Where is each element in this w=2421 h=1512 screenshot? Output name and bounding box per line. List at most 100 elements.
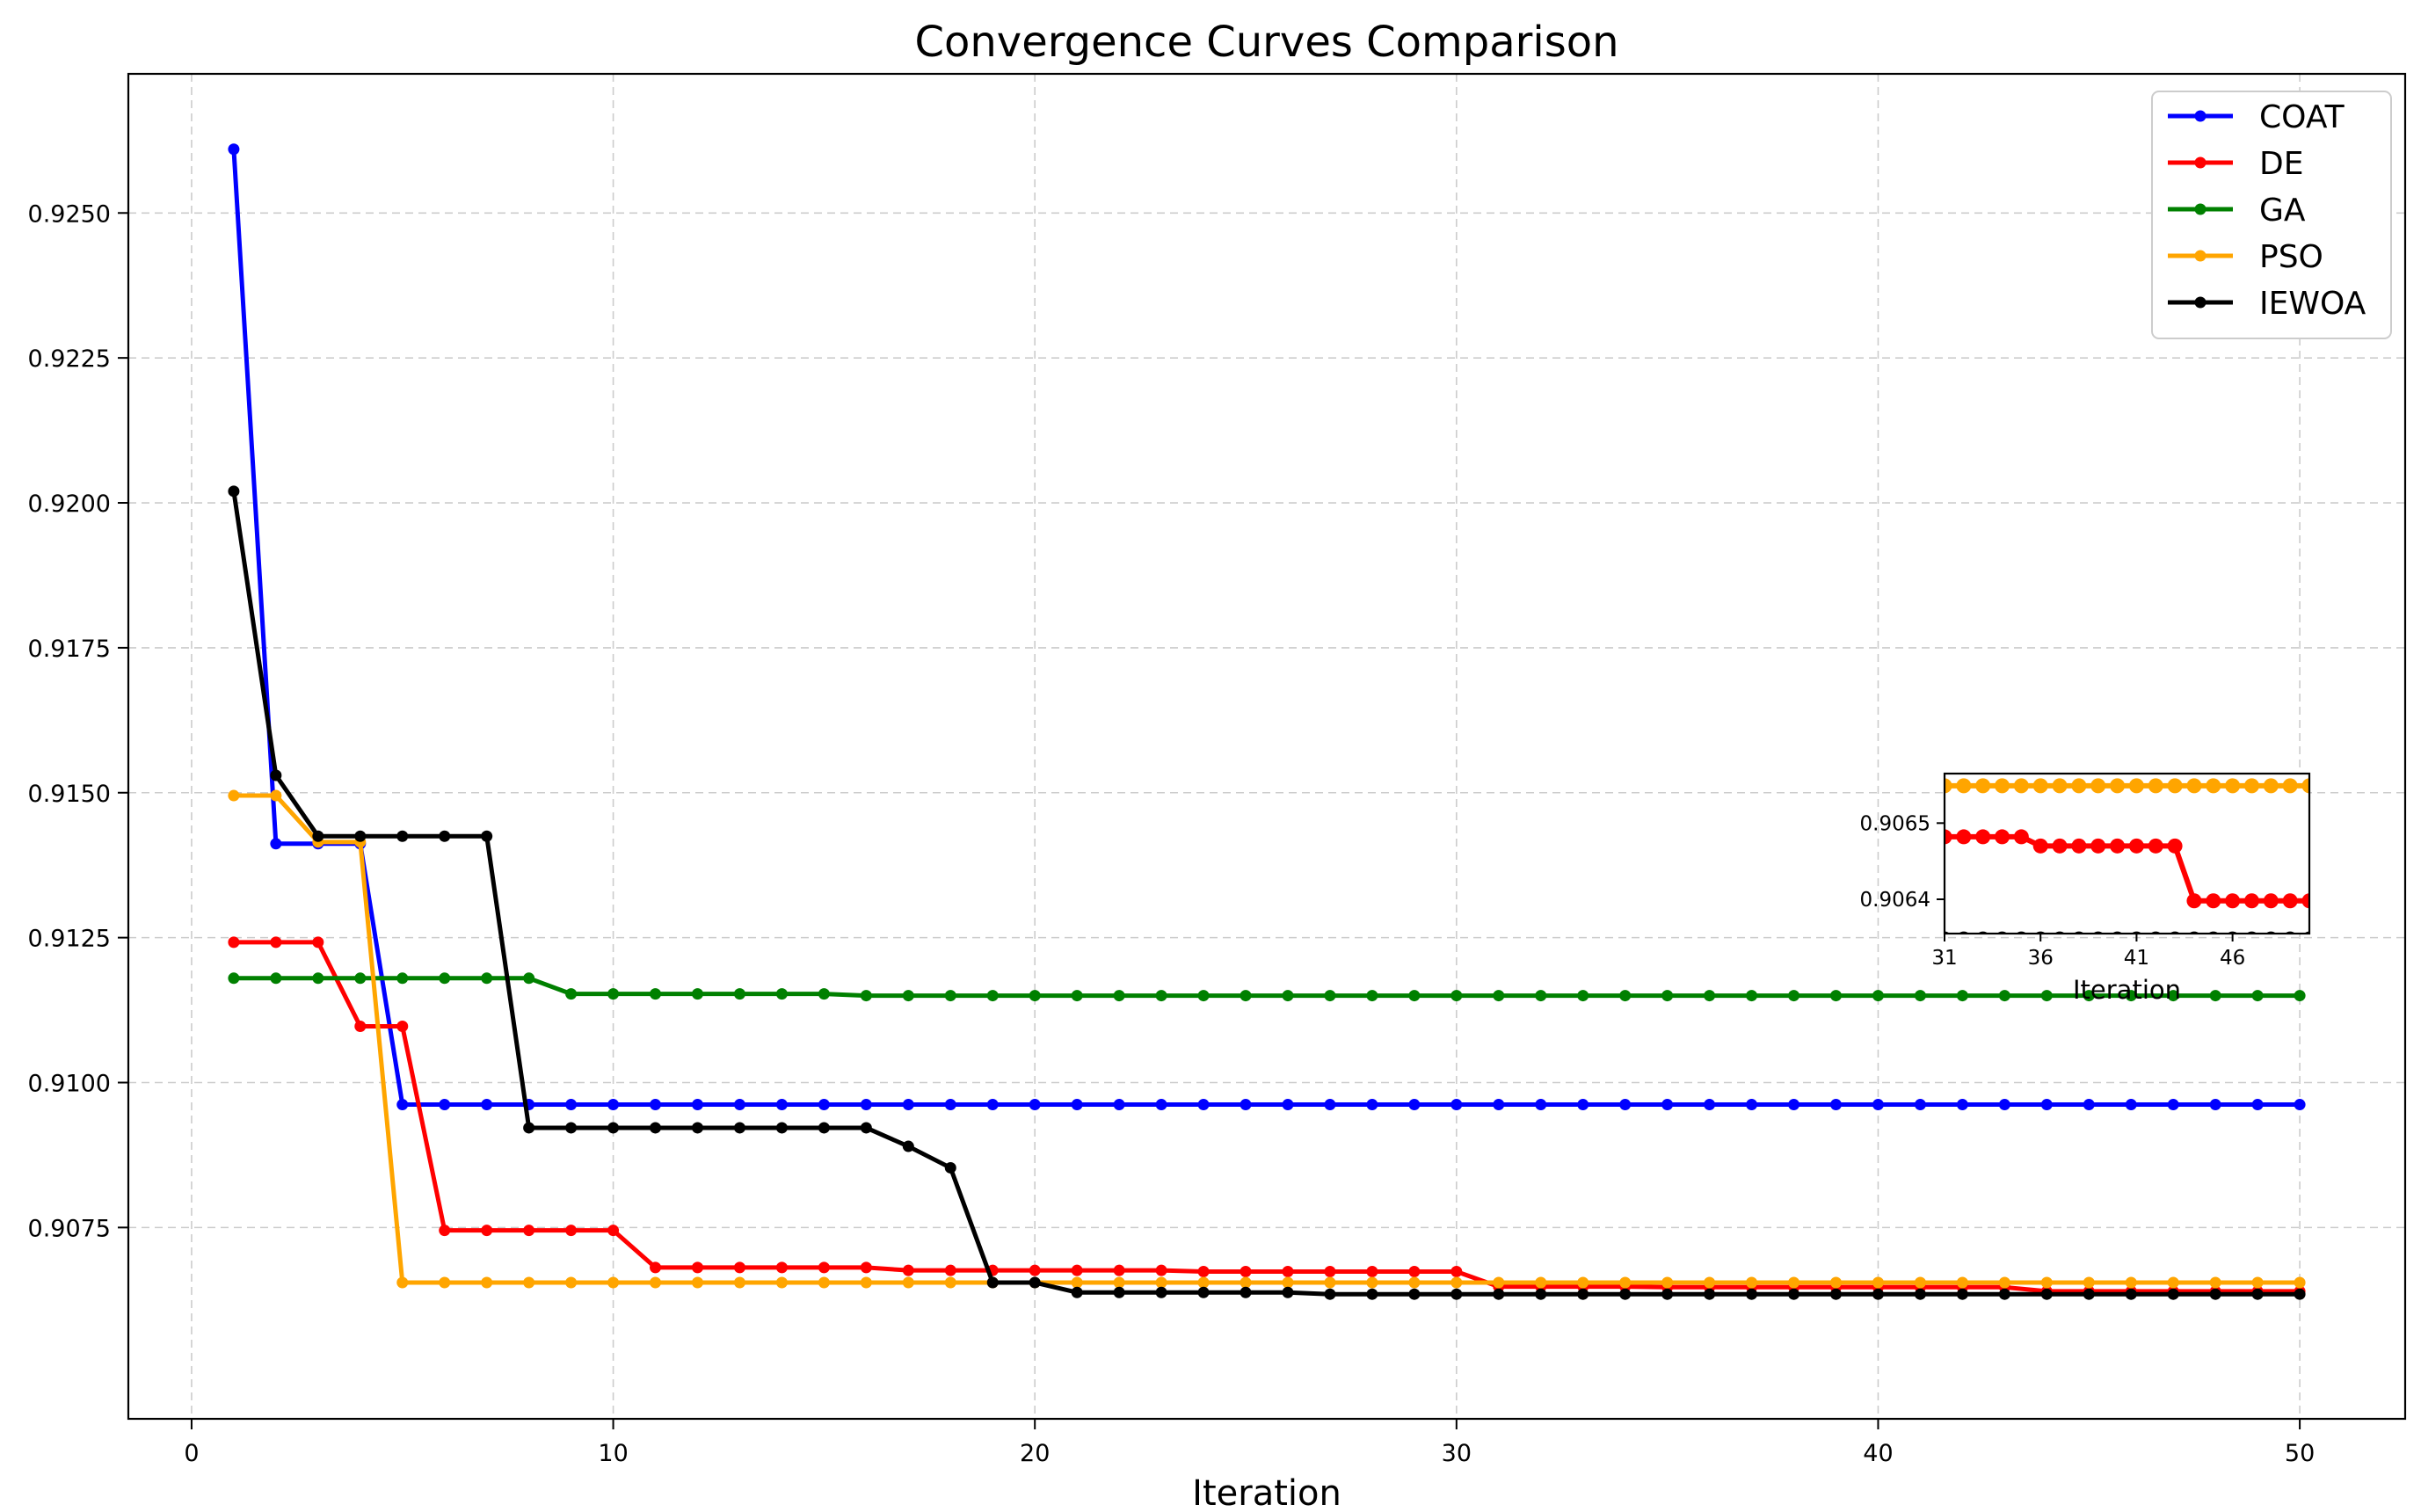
data-point-ga: [944, 990, 956, 1002]
data-point-ga: [481, 972, 493, 985]
data-point-pso: [902, 1276, 914, 1289]
data-point-ga: [1450, 990, 1463, 1002]
inset-point-pso: [2013, 778, 2029, 794]
data-point-coat: [439, 1099, 451, 1111]
data-point-ga: [2294, 990, 2306, 1002]
data-point-iewoa: [902, 1140, 914, 1152]
data-point-iewoa: [1324, 1288, 1336, 1300]
data-point-coat: [818, 1099, 830, 1111]
data-point-de: [481, 1225, 493, 1237]
data-point-iewoa: [396, 830, 409, 842]
data-point-pso: [1577, 1276, 1589, 1289]
series-line-coat: [231, 149, 2301, 1108]
data-point-pso: [1746, 1276, 1758, 1289]
data-point-coat: [986, 1099, 999, 1111]
legend-marker-ga: [2194, 203, 2207, 215]
data-point-ga: [2251, 990, 2264, 1002]
data-point-ga: [1619, 990, 1632, 1002]
data-point-pso: [944, 1276, 956, 1289]
data-point-iewoa: [1535, 1288, 1547, 1300]
data-point-de: [270, 936, 282, 949]
data-point-de: [650, 1261, 662, 1274]
data-point-ga: [1493, 990, 1505, 1002]
x-tick-label: 20: [1020, 1440, 1050, 1467]
data-point-ga: [1998, 990, 2010, 1002]
x-tick-label: 50: [2285, 1440, 2315, 1467]
y-tick-label: 0.9250: [28, 200, 111, 228]
data-point-de: [439, 1225, 451, 1237]
data-point-de: [1324, 1265, 1336, 1277]
data-point-iewoa: [1914, 1288, 1926, 1300]
data-point-ga: [650, 988, 662, 1000]
data-point-pso: [2251, 1276, 2264, 1289]
data-point-coat: [1113, 1099, 1125, 1111]
data-point-ga: [523, 972, 535, 985]
data-point-iewoa: [1113, 1286, 1125, 1298]
data-point-iewoa: [775, 1122, 788, 1134]
data-point-coat: [1366, 1099, 1378, 1111]
series-line-pso: [233, 793, 2301, 1285]
data-point-de: [860, 1261, 872, 1274]
data-point-iewoa: [650, 1122, 662, 1134]
data-point-ga: [1830, 990, 1842, 1002]
y-tick-label: 0.9075: [28, 1215, 111, 1242]
data-point-ga: [1071, 990, 1083, 1002]
data-point-iewoa: [733, 1122, 745, 1134]
data-point-iewoa: [1408, 1288, 1421, 1300]
data-point-coat: [1155, 1099, 1167, 1111]
inset-zoom: 31 36 41 46 0.9064 0.9065 Iteration: [1860, 772, 2311, 1005]
inset-point-pso: [2282, 778, 2298, 794]
data-point-ga: [1746, 990, 1758, 1002]
data-point-pso: [733, 1276, 745, 1289]
data-point-coat: [2125, 1099, 2137, 1111]
data-point-de: [396, 1021, 409, 1033]
inset-point-pso: [2128, 778, 2144, 794]
data-point-ga: [1661, 990, 1674, 1002]
data-point-coat: [1240, 1099, 1252, 1111]
data-point-coat: [1450, 1099, 1463, 1111]
data-point-pso: [1704, 1276, 1716, 1289]
data-point-iewoa: [1704, 1288, 1716, 1300]
data-point-coat: [2040, 1099, 2053, 1111]
data-point-iewoa: [2125, 1288, 2137, 1300]
series-line-ga: [233, 976, 2301, 999]
data-point-pso: [860, 1276, 872, 1289]
data-point-coat: [1619, 1099, 1632, 1111]
inset-frame: [1943, 772, 2311, 935]
grid-lines: [128, 74, 2405, 1419]
data-point-iewoa: [986, 1276, 999, 1289]
data-point-iewoa: [228, 485, 240, 498]
inset-point-pso: [2148, 778, 2163, 794]
inset-point-pso: [2090, 778, 2106, 794]
data-point-ga: [818, 988, 830, 1000]
data-point-ga: [1535, 990, 1547, 1002]
inset-point-pso: [2301, 778, 2309, 794]
series-line-iewoa: [231, 491, 2301, 1297]
data-point-de: [1408, 1265, 1421, 1277]
inset-point-pso: [1945, 778, 1952, 794]
data-point-de: [1071, 1264, 1083, 1276]
data-point-ga: [1197, 990, 1210, 1002]
legend-label-ga: GA: [2259, 193, 2306, 229]
data-point-coat: [1788, 1099, 1800, 1111]
x-tick-label: 0: [184, 1440, 199, 1467]
data-point-ga: [228, 972, 240, 985]
data-point-iewoa: [1029, 1276, 1041, 1289]
inset-point-pso: [1995, 778, 2010, 794]
data-point-pso: [2083, 1276, 2095, 1289]
data-point-coat: [1830, 1099, 1842, 1111]
data-point-coat: [1493, 1099, 1505, 1111]
data-point-pso: [1282, 1276, 1294, 1289]
data-point-ga: [396, 972, 409, 985]
x-tick-label: 30: [1442, 1440, 1472, 1467]
data-point-ga: [2209, 990, 2221, 1002]
data-point-iewoa: [2209, 1288, 2221, 1300]
legend-box: [2151, 91, 2392, 339]
data-point-iewoa: [312, 830, 324, 842]
data-point-iewoa: [692, 1122, 703, 1134]
data-point-pso: [1155, 1276, 1167, 1289]
legend-marker-coat: [2194, 110, 2207, 122]
data-point-de: [228, 936, 240, 949]
